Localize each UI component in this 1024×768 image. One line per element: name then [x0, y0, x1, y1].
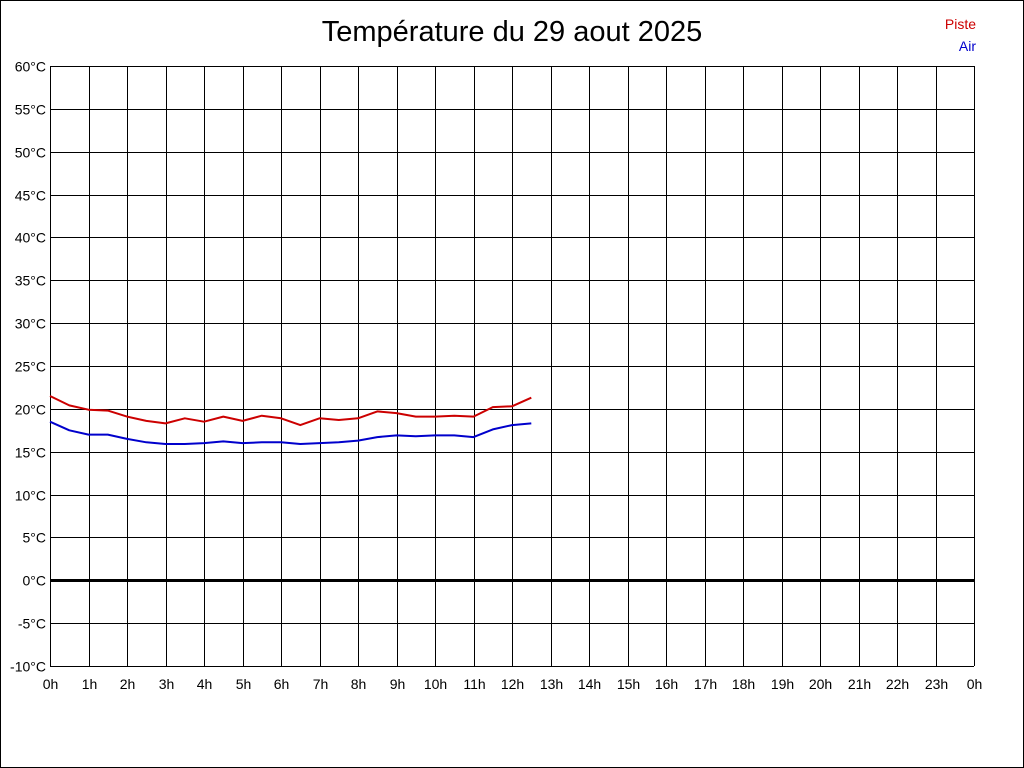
y-tick-label: 5°C: [23, 530, 47, 546]
legend-item-air: Air: [958, 38, 976, 54]
series-line-piste: [49, 395, 532, 427]
x-tick-label: 4h: [197, 676, 213, 692]
x-tick-label: 0h: [967, 676, 983, 692]
x-tick-label: 1h: [82, 676, 98, 692]
x-tick-label: 5h: [236, 676, 252, 692]
y-tick-label: 55°C: [15, 102, 46, 118]
x-tick-label: 8h: [351, 676, 367, 692]
x-tick-label: 10h: [424, 676, 447, 692]
x-tick-label: 19h: [771, 676, 794, 692]
x-tick-label: 6h: [274, 676, 290, 692]
y-tick-label: -5°C: [18, 616, 46, 632]
x-tick-label: 14h: [578, 676, 601, 692]
x-tick-label: 0h: [43, 676, 59, 692]
y-tick-label: -10°C: [10, 659, 46, 675]
series-line-air: [49, 420, 532, 445]
x-tick-label: 21h: [848, 676, 871, 692]
y-tick-label: 10°C: [15, 488, 46, 504]
x-tick-label: 22h: [886, 676, 909, 692]
x-tick-label: 9h: [390, 676, 406, 692]
x-tick-label: 2h: [120, 676, 136, 692]
x-tick-label: 15h: [617, 676, 640, 692]
x-tick-label: 7h: [313, 676, 329, 692]
y-tick-label: 40°C: [15, 230, 46, 246]
y-tick-label: 15°C: [15, 445, 46, 461]
y-tick-label: 30°C: [15, 316, 46, 332]
x-tick-label: 11h: [463, 676, 485, 692]
legend: Piste Air: [945, 13, 976, 57]
x-tick-label: 18h: [732, 676, 755, 692]
x-tick-label: 17h: [694, 676, 717, 692]
y-tick-label: 60°C: [15, 59, 46, 75]
y-tick-label: 25°C: [15, 359, 46, 375]
x-tick-label: 16h: [655, 676, 678, 692]
y-tick-label: 0°C: [23, 573, 47, 589]
y-tick-label: 20°C: [15, 402, 46, 418]
x-tick-label: 12h: [501, 676, 524, 692]
chart-title: Température du 29 aout 2025: [321, 16, 703, 48]
x-tick-label: 20h: [809, 676, 832, 692]
x-tick-label: 13h: [540, 676, 563, 692]
y-tick-label: 35°C: [15, 273, 46, 289]
y-tick-label: 50°C: [15, 145, 46, 161]
x-tick-label: 23h: [925, 676, 948, 692]
legend-item-piste: Piste: [944, 16, 976, 32]
x-tick-label: 3h: [159, 676, 175, 692]
y-tick-label: 45°C: [15, 188, 46, 204]
